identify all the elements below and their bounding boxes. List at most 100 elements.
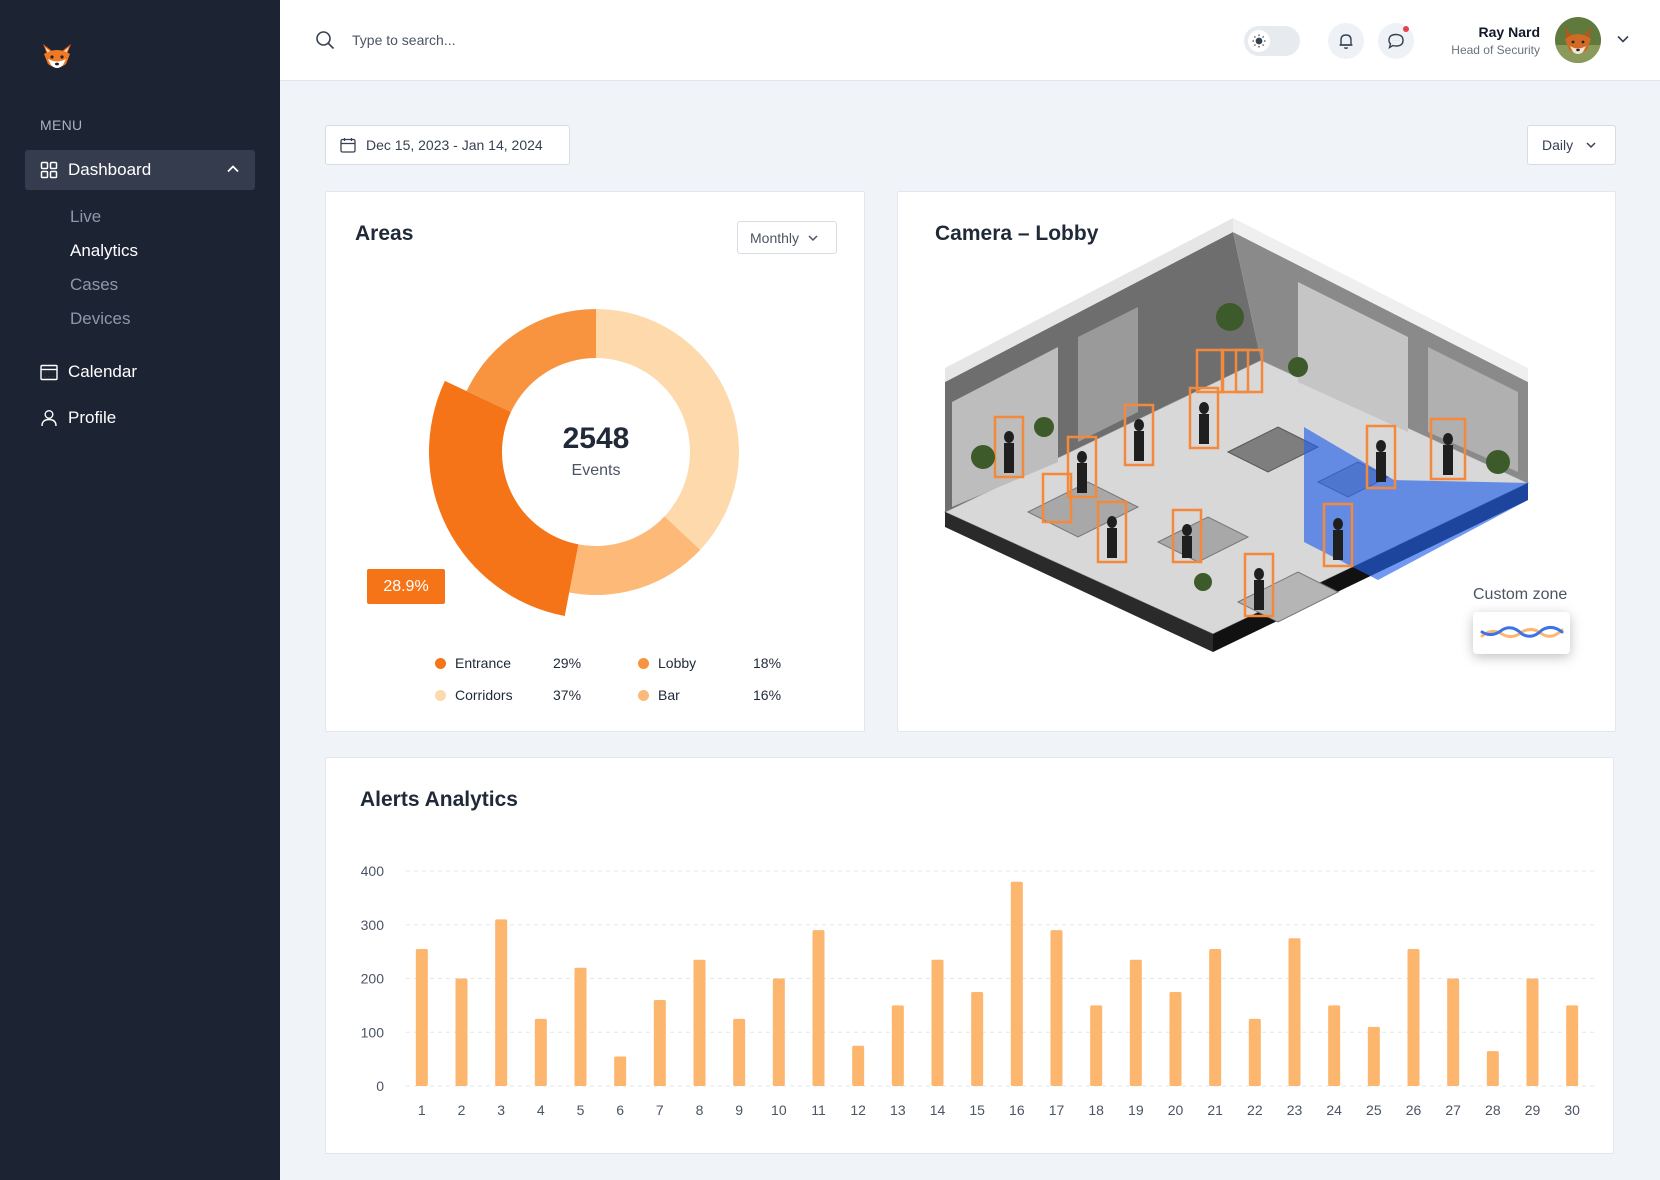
highlight-percent-badge: 28.9% bbox=[367, 569, 445, 604]
x-tick-label: 26 bbox=[1406, 1102, 1422, 1118]
sidebar-item-profile[interactable]: Profile bbox=[40, 408, 116, 428]
sidebar: MENU Dashboard Live Analytics Cases Devi… bbox=[0, 0, 280, 1180]
legend-label: Corridors bbox=[455, 687, 513, 703]
legend-entrance: Entrance bbox=[435, 655, 511, 671]
donut-slice-corridors[interactable] bbox=[596, 309, 739, 550]
camera-title: Camera – Lobby bbox=[935, 222, 1099, 245]
legend-value: 37% bbox=[553, 687, 582, 703]
x-tick-label: 3 bbox=[497, 1102, 505, 1118]
top-header: Ray Nard Head of Security bbox=[280, 0, 1660, 81]
fox-logo-icon[interactable] bbox=[40, 40, 74, 74]
avatar[interactable] bbox=[1555, 17, 1601, 63]
x-tick-label: 10 bbox=[771, 1102, 787, 1118]
areas-period-dropdown[interactable]: Monthly bbox=[737, 221, 837, 254]
sidebar-item-analytics[interactable]: Analytics bbox=[70, 241, 139, 260]
donut-slice-entrance[interactable] bbox=[429, 380, 579, 617]
bar-day-1[interactable] bbox=[415, 948, 428, 1086]
x-tick-label: 6 bbox=[616, 1102, 624, 1118]
bar-day-26[interactable] bbox=[1407, 948, 1420, 1086]
legend-swatch bbox=[638, 689, 649, 701]
bar-day-10[interactable] bbox=[772, 978, 785, 1087]
search-icon[interactable] bbox=[315, 30, 335, 50]
sidebar-item-calendar[interactable]: Calendar bbox=[40, 362, 137, 382]
user-name: Ray Nard bbox=[1478, 24, 1540, 40]
bar-day-8[interactable] bbox=[693, 959, 706, 1086]
bar-day-22[interactable] bbox=[1248, 1018, 1261, 1086]
user-icon bbox=[41, 410, 57, 427]
zone-trend-icon bbox=[1480, 625, 1563, 639]
bar-day-2[interactable] bbox=[455, 978, 468, 1087]
y-tick-label: 100 bbox=[361, 1024, 385, 1040]
x-tick-label: 1 bbox=[418, 1102, 426, 1118]
x-tick-label: 12 bbox=[850, 1102, 866, 1118]
areas-donut-chart bbox=[429, 309, 739, 617]
date-range-picker[interactable]: Dec 15, 2023 - Jan 14, 2024 bbox=[325, 125, 570, 165]
x-tick-label: 4 bbox=[537, 1102, 545, 1118]
bar-day-20[interactable] bbox=[1169, 991, 1182, 1086]
x-tick-label: 23 bbox=[1287, 1102, 1303, 1118]
bar-day-18[interactable] bbox=[1090, 1005, 1103, 1086]
bar-day-6[interactable] bbox=[614, 1056, 627, 1086]
lobby-camera-view[interactable] bbox=[938, 212, 1578, 692]
bar-day-27[interactable] bbox=[1447, 978, 1460, 1087]
bar-day-13[interactable] bbox=[891, 1005, 904, 1086]
bar-day-19[interactable] bbox=[1129, 959, 1142, 1086]
donut-slice-bar[interactable] bbox=[569, 516, 701, 595]
sidebar-item-devices[interactable]: Devices bbox=[70, 309, 131, 328]
period-dropdown[interactable]: Daily bbox=[1527, 125, 1616, 165]
chevron-down-icon bbox=[808, 234, 818, 241]
bar-day-24[interactable] bbox=[1328, 1005, 1341, 1086]
bar-day-14[interactable] bbox=[931, 959, 944, 1086]
date-range-text: Dec 15, 2023 - Jan 14, 2024 bbox=[366, 137, 543, 153]
legend-label: Lobby bbox=[658, 655, 697, 671]
custom-zone-label: Custom zone bbox=[1473, 586, 1568, 603]
legend-value: 18% bbox=[753, 655, 782, 671]
notifications-button[interactable] bbox=[1328, 23, 1364, 59]
x-tick-label: 21 bbox=[1207, 1102, 1223, 1118]
fox-avatar-icon bbox=[1555, 17, 1601, 63]
x-tick-label: 28 bbox=[1485, 1102, 1501, 1118]
sidebar-item-dashboard[interactable]: Dashboard bbox=[25, 150, 255, 190]
chevron-down-icon[interactable] bbox=[1616, 32, 1630, 46]
search-input[interactable] bbox=[352, 26, 752, 54]
bar-day-21[interactable] bbox=[1209, 948, 1222, 1086]
areas-period-value: Monthly bbox=[750, 229, 800, 246]
bar-day-5[interactable] bbox=[574, 967, 587, 1086]
x-tick-label: 30 bbox=[1564, 1102, 1580, 1118]
alerts-title: Alerts Analytics bbox=[360, 788, 518, 811]
unread-indicator bbox=[1403, 26, 1409, 32]
x-tick-label: 7 bbox=[656, 1102, 664, 1118]
period-dropdown-value: Daily bbox=[1542, 137, 1574, 153]
x-tick-label: 20 bbox=[1168, 1102, 1184, 1118]
sidebar-item-label: Calendar bbox=[68, 362, 137, 381]
bar-day-16[interactable] bbox=[1010, 881, 1023, 1086]
bar-day-17[interactable] bbox=[1050, 930, 1063, 1086]
bar-day-29[interactable] bbox=[1526, 978, 1539, 1087]
custom-zone-thumbnail[interactable] bbox=[1473, 612, 1570, 654]
chevron-up-icon[interactable] bbox=[226, 162, 240, 176]
messages-button[interactable] bbox=[1378, 23, 1414, 59]
total-events-value: 2548 bbox=[562, 422, 630, 455]
sidebar-item-cases[interactable]: Cases bbox=[70, 275, 119, 294]
bar-day-7[interactable] bbox=[653, 1000, 666, 1086]
bar-day-9[interactable] bbox=[733, 1018, 746, 1086]
bar-day-28[interactable] bbox=[1486, 1051, 1499, 1086]
bar-day-12[interactable] bbox=[852, 1045, 865, 1086]
donut-slice-lobby[interactable] bbox=[466, 309, 596, 412]
bar-day-3[interactable] bbox=[495, 919, 508, 1086]
bar-day-15[interactable] bbox=[971, 991, 984, 1086]
x-tick-label: 9 bbox=[735, 1102, 743, 1118]
chat-bubble-icon bbox=[1388, 33, 1404, 49]
x-tick-label: 24 bbox=[1326, 1102, 1342, 1118]
sidebar-item-live[interactable]: Live bbox=[70, 207, 102, 226]
bar-day-4[interactable] bbox=[534, 1018, 547, 1086]
y-tick-label: 200 bbox=[361, 971, 385, 987]
theme-toggle[interactable] bbox=[1244, 26, 1300, 56]
bar-day-25[interactable] bbox=[1367, 1026, 1380, 1086]
legend-swatch bbox=[435, 689, 446, 701]
bar-day-23[interactable] bbox=[1288, 938, 1301, 1086]
x-tick-label: 2 bbox=[458, 1102, 466, 1118]
bar-day-30[interactable] bbox=[1566, 1005, 1579, 1086]
bar-day-11[interactable] bbox=[812, 930, 825, 1086]
